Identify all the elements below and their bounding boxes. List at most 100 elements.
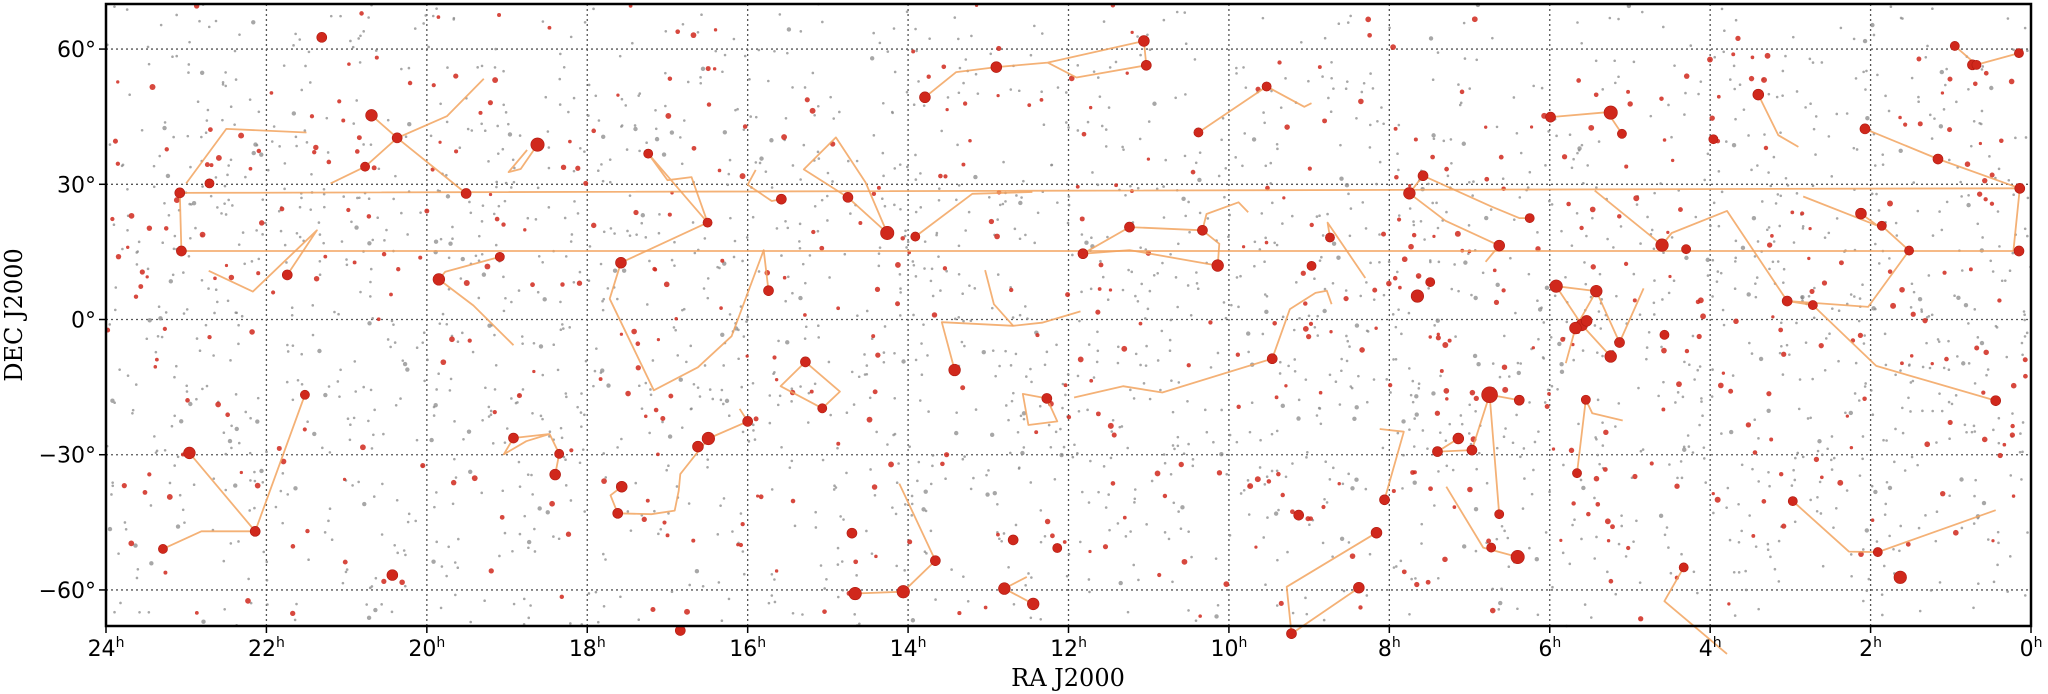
background-star	[518, 134, 522, 137]
background-star	[1435, 318, 1440, 323]
background-star	[1790, 484, 1794, 487]
background-star	[719, 398, 723, 402]
faint-star	[1751, 533, 1756, 538]
background-star	[1038, 404, 1042, 408]
background-star	[1275, 604, 1279, 607]
background-star	[323, 205, 326, 209]
faint-star	[1439, 368, 1444, 373]
background-star	[468, 469, 473, 474]
background-star	[1660, 345, 1663, 349]
background-star	[354, 390, 358, 393]
background-star	[234, 426, 239, 432]
background-star	[1347, 472, 1350, 476]
background-star	[966, 599, 970, 603]
background-star	[1096, 76, 1100, 79]
background-star	[1940, 228, 1944, 232]
background-star	[1307, 314, 1311, 318]
background-star	[346, 417, 350, 421]
background-star	[138, 610, 141, 614]
background-star	[293, 618, 297, 622]
background-star	[1009, 451, 1012, 455]
background-star	[1029, 367, 1032, 371]
background-star	[953, 317, 957, 321]
background-star	[1516, 361, 1520, 365]
faint-star	[822, 609, 827, 614]
background-star	[366, 615, 372, 621]
background-star	[1757, 607, 1760, 611]
background-star	[855, 159, 859, 163]
background-star	[920, 373, 924, 376]
background-star	[1711, 258, 1715, 262]
faint-star	[656, 452, 660, 457]
background-star	[172, 135, 175, 139]
faint-star	[356, 135, 362, 141]
background-star	[904, 229, 907, 233]
background-star	[1661, 25, 1665, 29]
background-star	[1495, 282, 1500, 288]
faint-star	[1079, 216, 1085, 222]
background-star	[727, 414, 731, 418]
faint-star	[1721, 371, 1726, 375]
star-point	[1569, 321, 1582, 335]
background-star	[1849, 293, 1853, 296]
background-star	[227, 164, 230, 167]
background-star	[351, 45, 355, 49]
background-star	[1292, 328, 1296, 332]
star-point	[386, 569, 399, 581]
background-star	[868, 396, 872, 400]
constellation-line	[178, 187, 2020, 252]
background-star	[920, 342, 923, 345]
background-star	[362, 501, 367, 507]
background-star	[1930, 313, 1934, 317]
background-star	[494, 243, 498, 247]
background-star	[2023, 594, 2027, 597]
faint-star	[962, 101, 968, 106]
star-point	[1603, 105, 1618, 120]
background-star	[1720, 432, 1723, 435]
faint-star	[1445, 397, 1449, 401]
background-star	[1009, 364, 1013, 367]
star-point	[615, 480, 628, 493]
faint-star	[1981, 390, 1986, 395]
background-star	[453, 457, 456, 461]
faint-star	[256, 271, 261, 276]
background-star	[1228, 213, 1231, 217]
background-star	[784, 116, 788, 120]
background-star	[777, 339, 780, 343]
background-star	[633, 126, 638, 132]
background-star	[1266, 516, 1269, 519]
background-star	[1804, 341, 1808, 344]
background-star	[1683, 360, 1686, 364]
faint-star	[1972, 81, 1978, 87]
faint-star	[347, 62, 351, 66]
background-star	[732, 37, 736, 41]
background-star	[1924, 55, 1928, 59]
background-star	[1024, 305, 1027, 308]
star-point	[1353, 581, 1365, 594]
background-star	[820, 198, 824, 202]
background-star	[1264, 164, 1268, 168]
background-star	[742, 128, 746, 131]
background-star	[322, 241, 325, 245]
background-star	[1318, 214, 1321, 217]
faint-star	[163, 226, 169, 231]
background-star	[400, 67, 403, 71]
star-point	[1617, 128, 1627, 139]
background-star	[578, 270, 582, 274]
constellation-line	[1663, 566, 1728, 655]
background-star	[204, 323, 208, 327]
background-star	[446, 66, 449, 69]
faint-star	[875, 352, 881, 358]
background-star	[1593, 557, 1597, 560]
background-star	[1845, 112, 1849, 115]
faint-star	[239, 470, 243, 475]
x-tick-label: 20h	[408, 635, 445, 662]
background-star	[727, 597, 731, 601]
background-star	[342, 195, 345, 198]
background-star	[1420, 522, 1424, 526]
background-star	[1820, 61, 1824, 64]
background-star	[745, 236, 749, 239]
background-star	[1742, 108, 1746, 111]
background-star	[1275, 243, 1279, 247]
faint-star	[960, 385, 966, 391]
